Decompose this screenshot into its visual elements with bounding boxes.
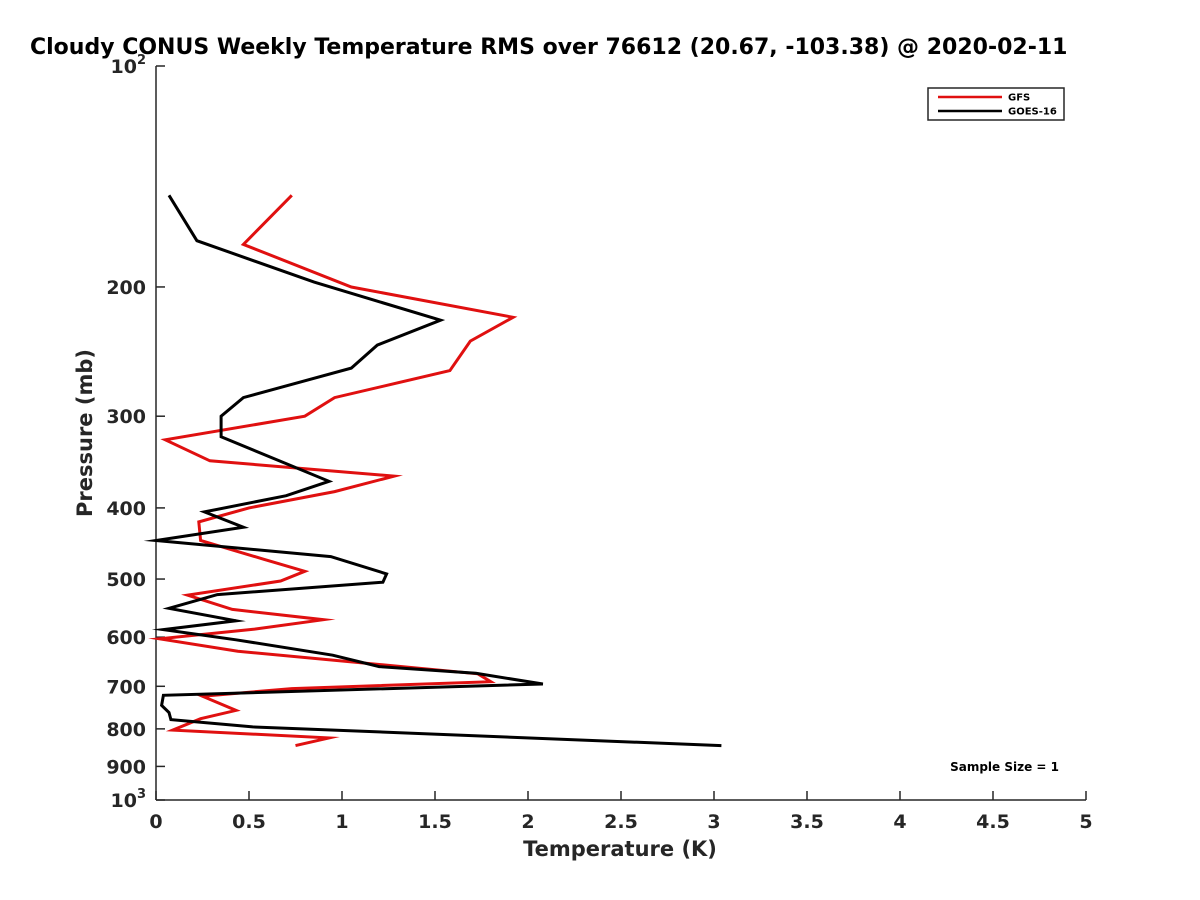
x-tick-label: 3.5 xyxy=(790,811,824,833)
y-tick-label: 600 xyxy=(106,627,146,649)
plot-area xyxy=(143,194,722,748)
legend-box xyxy=(927,87,1065,121)
x-tick-label: 4 xyxy=(893,811,906,833)
y-tick-label: 200 xyxy=(106,277,146,299)
y-tick-label: 500 xyxy=(106,569,146,591)
legend-label: GFS xyxy=(1008,93,1030,104)
y-tick-label: 700 xyxy=(106,676,146,698)
y-tick-label: 900 xyxy=(106,756,146,778)
x-tick-label: 2.5 xyxy=(604,811,638,833)
x-tick-label: 3 xyxy=(707,811,720,833)
x-tick-label: 4.5 xyxy=(976,811,1010,833)
plot-axes: 0 0.5 1 1.5 2 2.5 3 3.5 4 4.5 5 200 300 400 500 600 700 8… xyxy=(106,53,1092,833)
y-tick-label: 300 xyxy=(106,406,146,428)
x-axis-label: Temperature (K) xyxy=(523,837,717,861)
legend: GFS GOES-16 xyxy=(927,87,1065,121)
x-tick-label: 0.5 xyxy=(232,811,266,833)
x-tick-label: 1 xyxy=(335,811,348,833)
y-tick-label: 400 xyxy=(106,498,146,520)
y-axis-label: Pressure (mb) xyxy=(73,349,97,517)
legend-label: GOES-16 xyxy=(1008,107,1057,118)
x-tick-label: 0 xyxy=(149,811,162,833)
series-line-goes-16 xyxy=(143,194,722,748)
x-tick-label: 1.5 xyxy=(418,811,452,833)
chart-title: Cloudy CONUS Weekly Temperature RMS over… xyxy=(30,35,1067,60)
x-tick-label: 2 xyxy=(521,811,534,833)
x-tick-label: 5 xyxy=(1079,811,1092,833)
sample-size-annotation: Sample Size = 1 xyxy=(950,760,1059,774)
y-tick-label: 800 xyxy=(106,719,146,741)
